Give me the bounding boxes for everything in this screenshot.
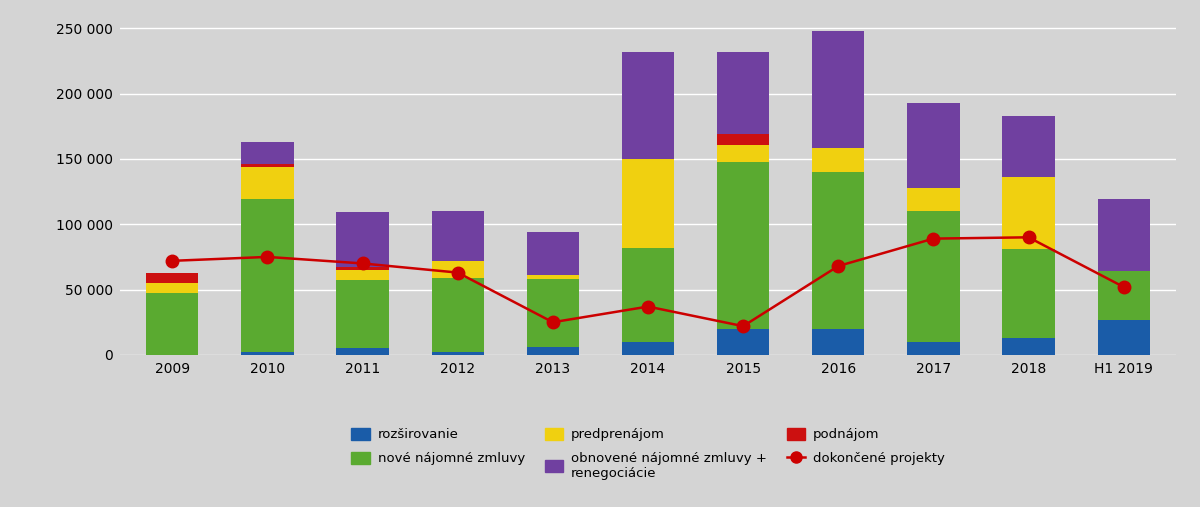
Bar xyxy=(146,294,198,355)
Bar xyxy=(907,103,960,188)
Bar xyxy=(812,172,864,329)
Bar xyxy=(336,212,389,267)
Bar xyxy=(1002,338,1055,355)
Bar xyxy=(432,278,484,352)
Bar xyxy=(716,52,769,134)
Bar xyxy=(527,275,580,279)
Bar xyxy=(527,279,580,347)
Bar xyxy=(716,134,769,144)
Bar xyxy=(146,273,198,283)
Bar xyxy=(432,352,484,355)
Bar xyxy=(241,167,294,199)
Bar xyxy=(622,159,674,248)
Bar xyxy=(907,211,960,342)
Bar xyxy=(241,142,294,164)
Bar xyxy=(241,164,294,167)
Bar xyxy=(336,267,389,270)
Bar xyxy=(907,188,960,211)
Bar xyxy=(336,348,389,355)
Bar xyxy=(336,280,389,348)
Bar xyxy=(716,162,769,329)
Bar xyxy=(527,232,580,275)
Bar xyxy=(432,211,484,261)
Bar xyxy=(527,347,580,355)
Bar xyxy=(622,248,674,342)
Bar xyxy=(622,52,674,159)
Bar xyxy=(1098,271,1150,319)
Bar xyxy=(146,283,198,294)
Bar xyxy=(1098,319,1150,355)
Bar xyxy=(1002,249,1055,338)
Legend: rozširovanie, nové nájomné zmluvy, predprenájom, obnovené nájomné zmluvy +
reneg: rozširovanie, nové nájomné zmluvy, predp… xyxy=(346,423,950,485)
Bar xyxy=(907,342,960,355)
Bar xyxy=(1098,199,1150,271)
Bar xyxy=(812,329,864,355)
Bar xyxy=(1002,177,1055,249)
Bar xyxy=(241,352,294,355)
Bar xyxy=(716,144,769,162)
Bar xyxy=(1002,116,1055,177)
Bar xyxy=(432,261,484,278)
Bar xyxy=(241,199,294,352)
Bar xyxy=(812,31,864,149)
Bar xyxy=(622,342,674,355)
Bar xyxy=(716,329,769,355)
Bar xyxy=(812,149,864,172)
Bar xyxy=(336,270,389,280)
